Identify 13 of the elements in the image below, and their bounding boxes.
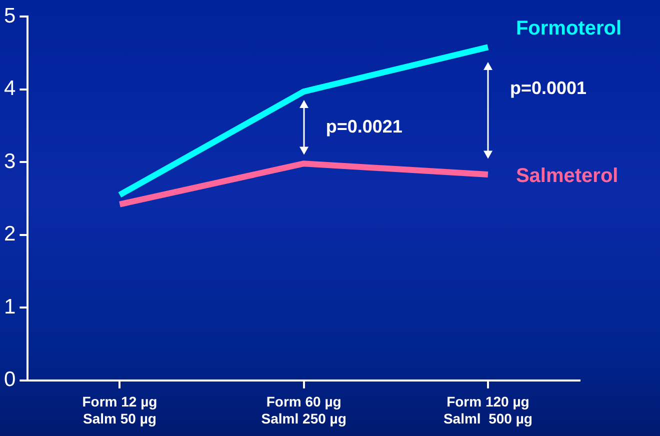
y-tick-label: 5 (4, 4, 16, 28)
series-label: Formoterol (516, 18, 622, 40)
y-tick-label: 0 (4, 368, 16, 392)
y-tick-label: 3 (4, 150, 16, 173)
y-tick-label: 2 (4, 222, 16, 246)
y-tick-label: 4 (4, 77, 16, 100)
x-tick-label: Form 60 µg Salml 250 µg (261, 394, 346, 426)
x-tick-label: Form 120 µg Salml 500 µg (443, 394, 532, 426)
annotation: p=0.0001 (510, 78, 587, 98)
x-tick-label: Form 12 µg Salm 50 µg (82, 394, 158, 426)
annotation: p=0.0021 (326, 116, 402, 137)
y-tick-label: 1 (4, 295, 16, 318)
series-label: Salmeterol (516, 165, 618, 188)
